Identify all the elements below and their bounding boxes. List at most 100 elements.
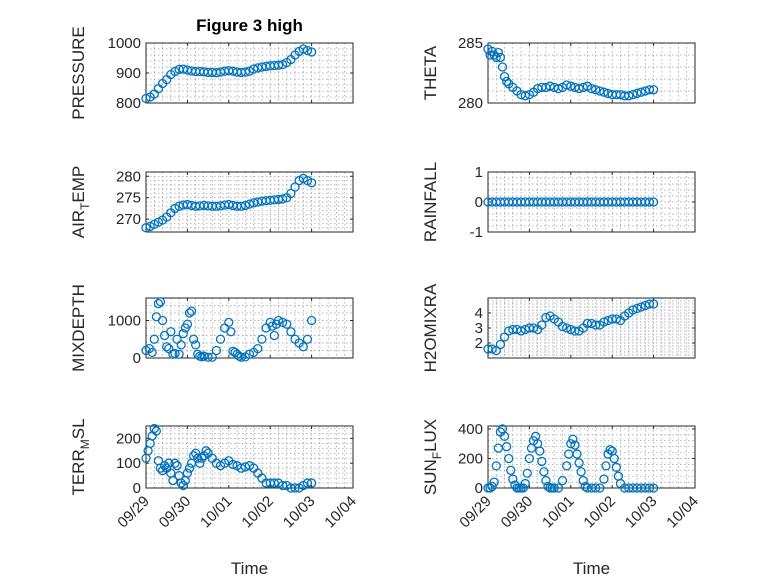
chart-title: Figure 3 high <box>196 16 303 35</box>
series-pressure <box>141 44 317 104</box>
data-point <box>211 345 222 356</box>
y-tick-label: 1000 <box>108 313 141 330</box>
y-tick-label: 0 <box>475 194 483 211</box>
series-mixdepth <box>141 297 317 362</box>
data-point <box>648 85 659 95</box>
data-point <box>149 334 159 344</box>
data-point <box>535 446 545 456</box>
y-tick-label: 0 <box>475 480 483 497</box>
data-point <box>522 468 532 478</box>
data-point <box>599 87 609 97</box>
y-tick-label: 270 <box>116 211 141 228</box>
data-point <box>611 462 621 472</box>
data-point <box>644 197 655 207</box>
y-tick-label: 0 <box>133 480 141 497</box>
x-tick-label: 10/04 <box>663 493 702 532</box>
data-point <box>499 431 510 441</box>
data-point <box>611 314 621 324</box>
y-tick-label: 2 <box>475 335 483 352</box>
data-point <box>595 86 605 96</box>
data-point <box>290 182 300 192</box>
data-point <box>269 478 279 488</box>
data-point <box>508 474 518 484</box>
data-point <box>568 434 578 444</box>
data-point <box>539 467 549 477</box>
data-point <box>306 478 317 488</box>
data-point <box>549 483 559 493</box>
data-point <box>574 83 584 94</box>
data-point <box>286 327 296 337</box>
data-point <box>487 344 497 354</box>
data-point <box>151 426 162 436</box>
data-point <box>306 315 317 326</box>
chart-panel-pressure: 800 900 1000 PRESSURE Figure 3 high <box>69 16 354 120</box>
data-point <box>153 298 164 309</box>
series-h2omixra <box>483 299 659 356</box>
data-point <box>236 463 246 473</box>
data-point <box>601 461 611 471</box>
data-point <box>298 44 308 54</box>
data-point <box>566 439 576 449</box>
data-point <box>628 89 638 100</box>
chart-panel-terr-msl: 0 100 200 09/29 09/30 10/01 10/02 10/03 10/04 Tim… <box>69 418 360 578</box>
data-point <box>141 223 151 233</box>
data-point <box>553 83 564 94</box>
data-point <box>157 315 168 326</box>
data-point <box>191 340 201 350</box>
data-point <box>644 483 655 493</box>
x-tick-label: 09/30 <box>156 493 195 532</box>
data-point <box>306 47 317 57</box>
data-point <box>562 461 572 471</box>
data-point <box>149 423 159 434</box>
grid <box>146 43 353 103</box>
data-point <box>562 323 572 333</box>
chart-panel-theta: 280 285 THETA <box>421 35 696 112</box>
y-tick-label: 275 <box>116 190 141 207</box>
data-point <box>226 327 236 337</box>
data-point <box>306 178 317 188</box>
y-tick-label: 1000 <box>108 35 141 52</box>
data-point <box>545 81 555 91</box>
y-tick-label: 280 <box>116 168 141 185</box>
y-tick-label: 0 <box>133 350 141 367</box>
data-point <box>155 297 166 307</box>
axes-border <box>145 425 354 489</box>
data-point <box>497 62 508 72</box>
data-point <box>628 305 638 315</box>
data-point <box>572 449 582 459</box>
data-point <box>557 475 568 486</box>
data-point <box>201 446 211 456</box>
y-tick-label: 400 <box>458 421 483 438</box>
data-point <box>170 348 180 359</box>
data-point <box>302 478 313 488</box>
data-point <box>644 299 655 309</box>
grid <box>488 172 695 232</box>
y-tick-label: 285 <box>458 35 483 52</box>
data-point <box>197 453 207 463</box>
data-point <box>253 343 263 354</box>
series-rainfall <box>483 197 659 207</box>
data-point <box>286 188 296 199</box>
data-point <box>605 444 615 455</box>
grid <box>488 426 695 488</box>
x-tick-label: 10/02 <box>238 493 277 532</box>
data-point <box>528 323 539 333</box>
y-axis-label: TERRMSL <box>69 418 92 495</box>
y-axis-label: RAINFALL <box>421 162 440 242</box>
data-point <box>182 468 193 478</box>
data-point <box>184 308 195 318</box>
y-axis-label: PRESSURE <box>69 26 88 120</box>
data-point <box>186 306 197 316</box>
data-point <box>491 461 501 471</box>
y-tick-label: 1 <box>475 164 483 181</box>
data-point <box>543 481 553 492</box>
data-point <box>504 453 514 464</box>
data-point <box>493 47 504 58</box>
chart-panel-sun-flux: 0 200 400 09/29 09/30 10/01 10/02 10/03 10/04 Tim… <box>421 419 702 578</box>
data-point <box>632 303 642 314</box>
data-point <box>537 320 547 330</box>
data-point <box>236 201 246 211</box>
data-point <box>257 334 267 344</box>
data-point <box>562 80 572 90</box>
